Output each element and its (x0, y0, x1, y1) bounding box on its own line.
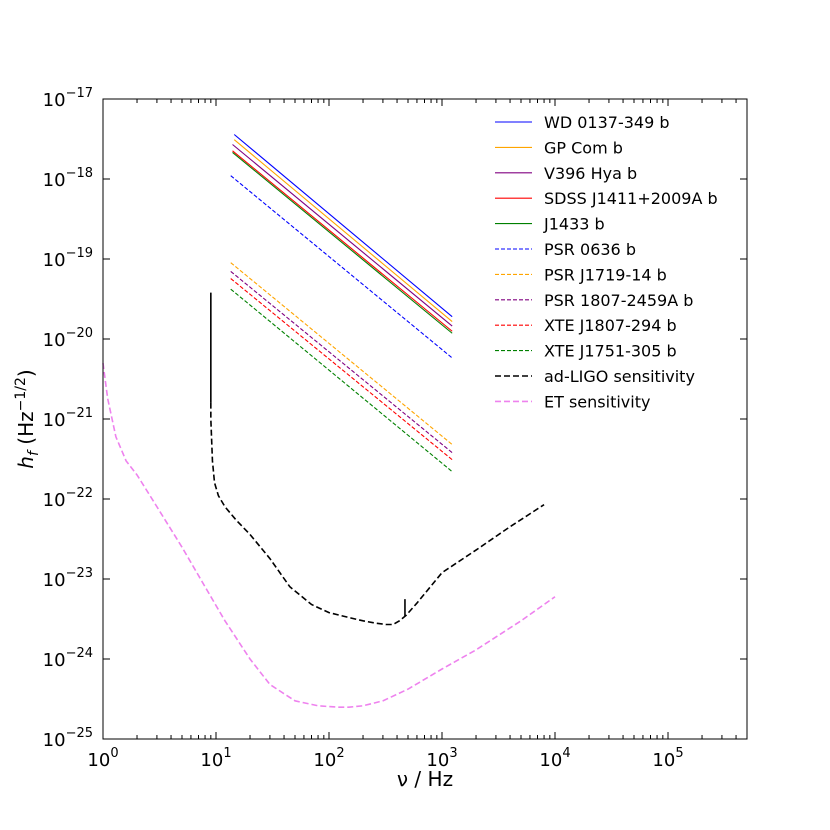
y-axis-label-unit-sup: −1/2 (13, 377, 29, 411)
series-line-sdss-j1411-2009a-b (232, 150, 453, 332)
axis-ticks (102, 98, 748, 740)
legend-label-psr-1807-2459a-b: PSR 1807-2459A b (544, 291, 693, 310)
series-line-wd-0137-349-b (233, 134, 453, 318)
legend-label-gp-com-b: GP Com b (544, 138, 623, 157)
legend-label-xte-j1751-305-b: XTE J1751-305 b (544, 342, 677, 361)
series-line-gp-com-b (233, 139, 453, 323)
legend-label-psr-j1719-14-b: PSR J1719-14 b (544, 265, 667, 284)
legend-label-v396-hya-b: V396 Hya b (544, 164, 637, 183)
legend-label-ad-ligo-sensitivity: ad-LIGO sensitivity (544, 367, 695, 386)
legend-label-sdss-j1411-2009a-b: SDSS J1411+2009A b (544, 189, 718, 208)
legend-label-psr-0636-b: PSR 0636 b (544, 240, 636, 259)
y-tick-label: 10−22 (43, 486, 93, 511)
y-tick-label: 10−24 (43, 646, 93, 671)
legend-label-xte-j1807-294-b: XTE J1807-294 b (544, 316, 677, 335)
series-line-ad-ligo-sensitivity (210, 402, 545, 626)
y-tick-label: 10−17 (43, 86, 93, 111)
y-axis-label-unit-open: (Hz (14, 411, 38, 451)
legend-label-j1433-b: J1433 b (543, 215, 605, 234)
x-axis-label: ν / Hz (397, 767, 453, 791)
legend-label-wd-0137-349-b: WD 0137-349 b (544, 113, 670, 132)
y-tick-label: 10−20 (43, 326, 93, 351)
x-tick-label: 102 (313, 746, 344, 771)
x-tick-label: 103 (426, 746, 457, 771)
y-tick-label: 10−19 (43, 246, 93, 271)
y-axis-label-unit-close: ) (14, 369, 38, 377)
y-axis-label-sub: f (26, 449, 42, 456)
plot-area (102, 134, 556, 708)
legend-label-et-sensitivity: ET sensitivity (544, 392, 650, 411)
x-tick-label: 100 (87, 746, 118, 771)
tick-labels: 100 101 102 103 104 105 10−25 10−24 10−23 10−22 10… (43, 86, 684, 771)
y-tick-label: 10−25 (43, 726, 93, 751)
series-line-et-sensitivity (102, 362, 556, 708)
x-tick-label: 104 (539, 746, 570, 771)
series-line-psr-0636-b (230, 175, 453, 359)
x-tick-label: 101 (200, 746, 231, 771)
y-tick-label: 10−23 (43, 566, 93, 591)
x-tick-label: 105 (652, 746, 683, 771)
y-tick-label: 10−21 (43, 406, 93, 431)
series-line-xte-j1751-305-b (230, 288, 453, 473)
series-line-v396-hya-b (232, 144, 453, 327)
y-axis-label-base: h (14, 456, 38, 469)
series-line-psr-j1719-14-b (230, 262, 453, 445)
y-axis-label: hf (Hz−1/2) (13, 369, 42, 468)
series-line-j1433-b (232, 151, 453, 334)
y-tick-label: 10−18 (43, 166, 93, 191)
legend: WD 0137-349 b GP Com b V396 Hya b SDSS J141… (495, 113, 718, 411)
